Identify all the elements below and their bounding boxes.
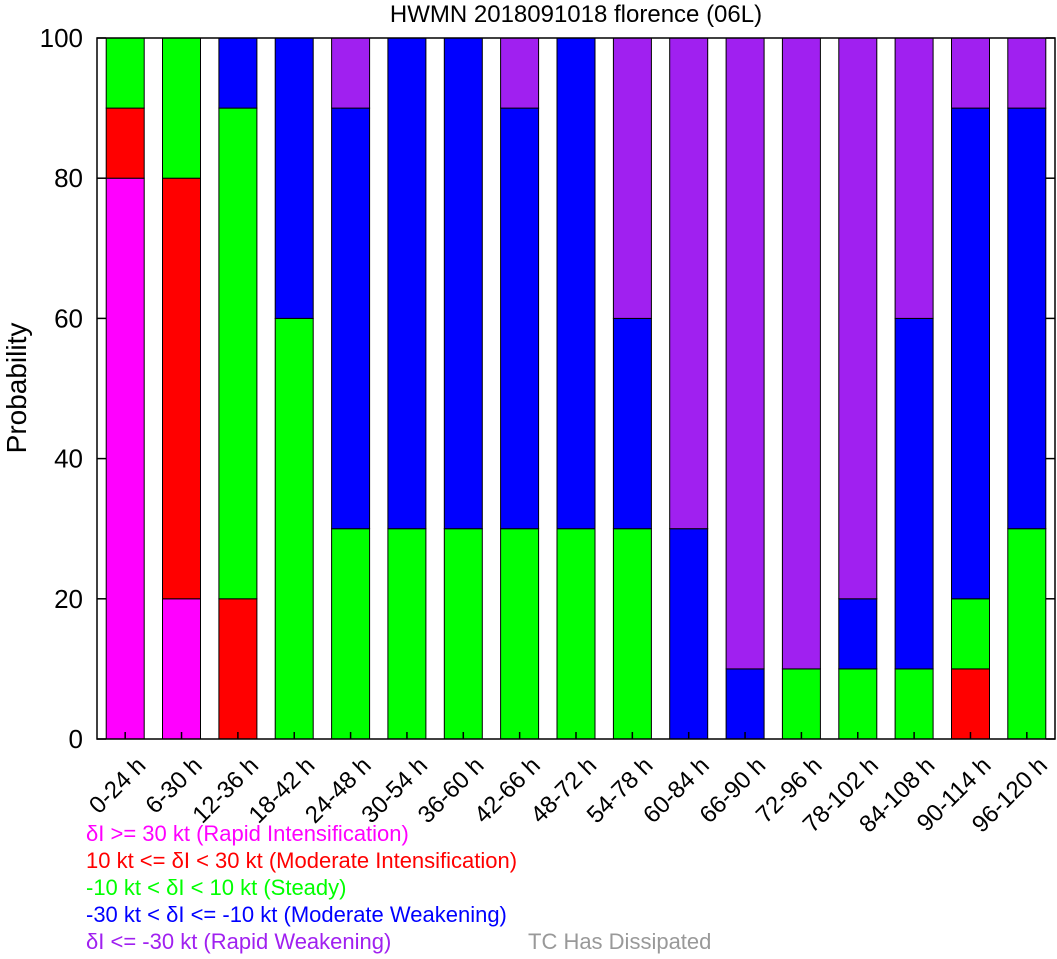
bar-segment-rw-66-90h (725, 37, 765, 670)
y-tick-label: 0 (69, 724, 83, 754)
bar-segment-st-90-114h (951, 598, 990, 670)
bars-group (105, 37, 1047, 740)
bar-segment-rw-90-114h (951, 37, 990, 109)
y-tick-label: 80 (54, 163, 83, 193)
bar-segment-rw-42-66h (500, 37, 540, 109)
y-tick-label: 100 (40, 23, 83, 53)
x-tick-label: 0-24 h (84, 752, 151, 819)
bar-segment-mw-12-36h (218, 37, 258, 109)
bar-segment-st-36-60h (443, 528, 483, 740)
bar-segment-mw-18-42h (274, 37, 314, 319)
y-axis-ticks: 0 20 40 60 80 100 (40, 23, 1055, 754)
bar-segment-st-30-54h (387, 528, 427, 740)
bar-segment-mw-78-102h (838, 598, 878, 670)
y-tick-label: 20 (54, 584, 83, 614)
bar-segment-st-18-42h (274, 317, 314, 740)
bar-segment-rw-96-120h (1007, 37, 1047, 109)
bar-segment-mi-90-114h (951, 668, 990, 740)
legend-entry-rapid-intensification: δI >= 30 kt (Rapid Intensification) (86, 821, 409, 846)
legend-entry-dissipated: TC Has Dissipated (528, 929, 712, 954)
bar-segment-st-24-48h (331, 528, 371, 740)
bar-segment-rw-78-102h (838, 37, 878, 600)
bar-segment-st-54-78h (612, 528, 652, 740)
bar-segment-mw-42-66h (500, 107, 540, 530)
bar-segment-mw-60-84h (669, 528, 709, 740)
legend-entry-steady: -10 kt < δI < 10 kt (Steady) (86, 875, 347, 900)
legend-entry-rapid-weakening: δI <= -30 kt (Rapid Weakening) (86, 929, 392, 954)
bar-segment-rw-84-108h (894, 37, 934, 319)
bar-segment-st-6-30h (162, 37, 201, 179)
y-tick-label: 40 (54, 444, 83, 474)
bar-segment-st-78-102h (838, 668, 878, 740)
bar-segment-st-48-72h (556, 528, 596, 740)
bar-segment-ri-0-24h (105, 177, 145, 740)
bar-segment-mw-24-48h (331, 107, 371, 530)
bar-segment-mw-90-114h (951, 107, 990, 600)
bar-segment-mw-96-120h (1007, 107, 1047, 530)
bar-segment-st-72-96h (781, 668, 821, 740)
bar-segment-mw-30-54h (387, 37, 427, 530)
bar-segment-mw-48-72h (556, 37, 596, 530)
bar-segment-mi-6-30h (162, 177, 201, 600)
legend: δI >= 30 kt (Rapid Intensification) 10 k… (86, 820, 517, 955)
bar-segment-ri-6-30h (162, 598, 201, 740)
legend-entry-moderate-intensification: 10 kt <= δI < 30 kt (Moderate Intensific… (86, 848, 518, 873)
y-axis-label: Probability (1, 323, 32, 454)
bar-segment-rw-60-84h (669, 37, 709, 530)
bar-segment-st-0-24h (105, 37, 145, 109)
bar-segment-rw-54-78h (612, 37, 652, 319)
chart-title: HWMN 2018091018 florence (06L) (390, 1, 762, 28)
y-tick-label: 60 (54, 303, 83, 333)
bar-segment-st-84-108h (894, 668, 934, 740)
legend-entry-moderate-weakening: -30 kt < δI <= -10 kt (Moderate Weakenin… (86, 902, 507, 927)
bar-segment-mw-54-78h (612, 317, 652, 530)
bar-segment-mw-36-60h (443, 37, 483, 530)
bar-segment-st-96-120h (1007, 528, 1047, 740)
bar-segment-st-12-36h (218, 107, 258, 600)
bar-segment-mi-12-36h (218, 598, 258, 740)
bar-segment-st-42-66h (500, 528, 540, 740)
bar-segment-mw-84-108h (894, 317, 934, 670)
bar-segment-rw-72-96h (781, 37, 821, 670)
bar-segment-mi-0-24h (105, 107, 145, 179)
bar-segment-mw-66-90h (725, 668, 765, 740)
bar-segment-rw-24-48h (331, 37, 371, 109)
